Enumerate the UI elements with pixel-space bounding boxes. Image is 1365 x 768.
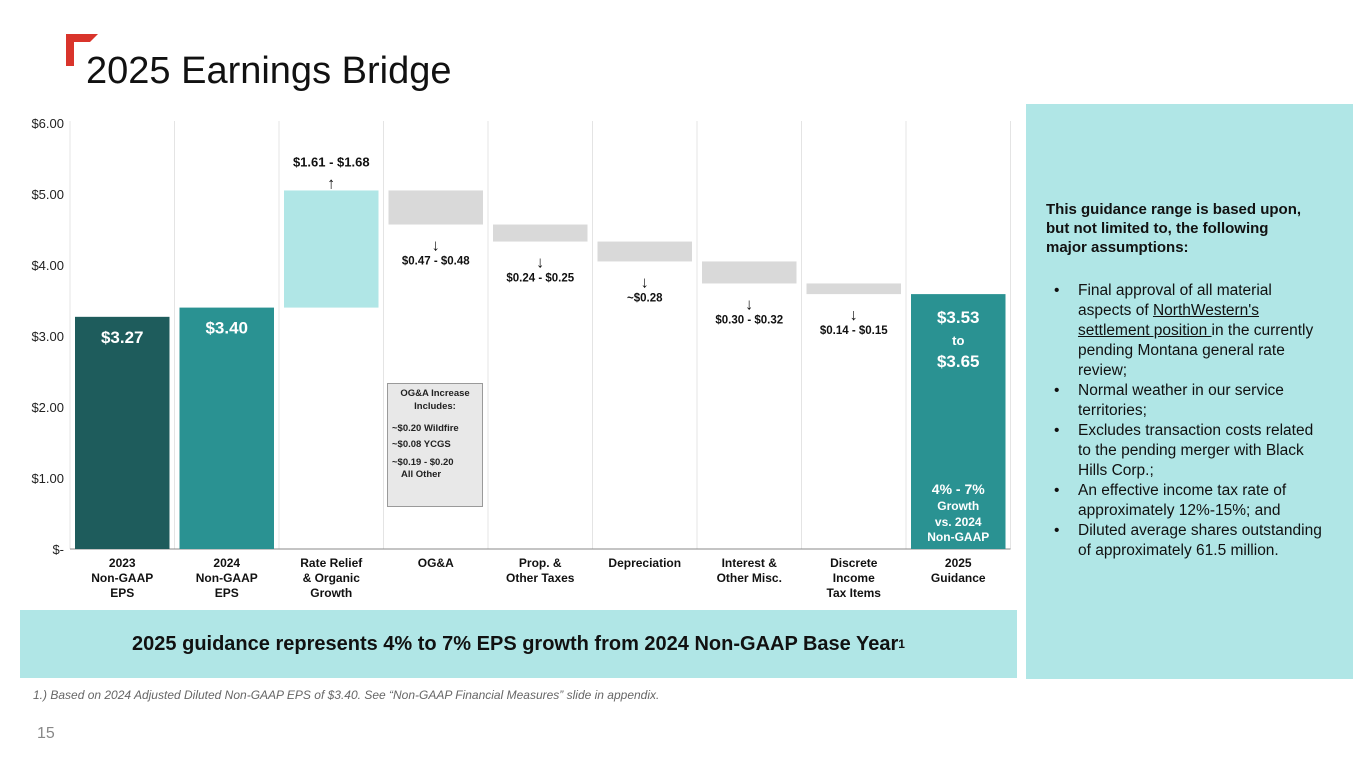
assumption-text: An effective income tax rate of approxim… [1078,482,1287,519]
x-category-label: Other Misc. [717,571,782,585]
x-category-label: Guidance [931,571,986,585]
assumptions-intro: This guidance range is based upon, but n… [1046,201,1302,256]
oga-box-header: OG&A Increase Includes: [388,384,482,413]
y-tick-label: $3.00 [31,329,64,344]
x-category-label: Interest & [722,556,778,570]
x-category-label: EPS [215,586,239,600]
bullet-icon: • [1054,522,1060,539]
footnote-marker: 1 [898,637,905,651]
assumptions-list: • Final approval of all material aspects… [1046,281,1326,561]
down-arrow-icon: ↓ [432,238,440,255]
y-tick-label: $5.00 [31,187,64,202]
assumption-item: • Excludes transaction costs related to … [1046,421,1326,481]
range-label: $1.61 - $1.68 [293,154,370,169]
assumptions-panel: This guidance range is based upon, but n… [1026,104,1353,679]
x-category-label: Tax Items [827,586,882,600]
x-category-label: Other Taxes [506,571,575,585]
up-arrow-icon: ↑ [327,175,335,192]
x-category-label: 2025 [945,556,972,570]
bar-value-label: $3.40 [205,319,248,338]
y-tick-label: $- [52,542,64,557]
bar [179,307,274,549]
bar-value-label: to [952,333,964,348]
x-category-label: Non-GAAP [91,571,153,585]
assumption-text: Final approval of all material aspects o… [1078,282,1272,319]
x-category-label: Non-GAAP [196,571,258,585]
assumption-text-cont: in the currently pending Montana general… [1078,322,1314,379]
settlement-position-link[interactable]: NorthWestern's settlement position [1078,302,1260,339]
assumption-item: • Normal weather in our service territor… [1046,381,1326,421]
bar [597,241,692,262]
oga-box-item: All Other [401,469,442,480]
x-category-label: OG&A [418,556,454,570]
assumption-item: • Diluted average shares outstanding of … [1046,521,1326,561]
oga-box-header-line1: OG&A Increase [400,388,470,399]
bullet-icon: • [1054,382,1060,399]
down-arrow-icon: ↓ [850,307,858,324]
range-label: $0.30 - $0.32 [715,314,783,326]
y-tick-label: $6.00 [31,116,64,131]
assumption-text: Excludes transaction costs related to th… [1078,422,1314,479]
assumption-text: Diluted average shares outstanding of ap… [1078,522,1322,559]
earnings-bridge-chart: $-$1.00$2.00$3.00$4.00$5.00$6.002023Non-… [31,116,1011,600]
oga-detail-box: OG&A Increase Includes: ~$0.20 Wildfire … [387,383,483,507]
logo-mark-icon [66,34,98,66]
bar [75,316,170,549]
bar [702,261,797,284]
x-category-label: 2023 [109,556,136,570]
oga-box-item: ~$0.19 - $0.20 [392,457,454,468]
bar [911,294,1006,549]
y-tick-label: $4.00 [31,258,64,273]
range-label: $0.24 - $0.25 [506,273,574,285]
range-label: $0.14 - $0.15 [820,325,888,337]
x-category-label: Income [833,571,875,585]
bar [806,283,901,295]
oga-box-header-line2: Includes: [414,401,456,412]
bar [284,190,379,308]
x-category-label: & Organic [303,571,361,585]
down-arrow-icon: ↓ [641,274,649,291]
assumption-item: • An effective income tax rate of approx… [1046,481,1326,521]
assumption-item: • Final approval of all material aspects… [1046,281,1326,381]
growth-label: Growth [937,499,979,513]
range-label: $0.47 - $0.48 [402,256,470,268]
assumption-text: Normal weather in our service territorie… [1078,382,1284,419]
bullet-icon: • [1054,422,1060,439]
range-label: ~$0.28 [627,292,663,304]
x-category-label: Rate Relief [300,556,363,570]
bar [388,190,483,225]
x-category-label: 2024 [213,556,240,570]
growth-label: 4% - 7% [932,481,985,497]
x-category-label: Depreciation [608,556,681,570]
page-number: 15 [37,725,55,742]
bar-value-label: $3.65 [937,352,980,371]
y-tick-label: $1.00 [31,471,64,486]
bar-value-label: $3.27 [101,328,144,347]
x-category-label: Discrete [830,556,878,570]
x-category-label: Growth [310,586,352,600]
growth-label: vs. 2024 [935,515,982,529]
bullet-icon: • [1054,482,1060,499]
bullet-icon: • [1054,282,1060,299]
x-category-label: EPS [110,586,134,600]
footnote: 1.) Based on 2024 Adjusted Diluted Non-G… [33,688,660,702]
bar [493,224,588,242]
down-arrow-icon: ↓ [536,255,544,272]
guidance-banner: 2025 guidance represents 4% to 7% EPS gr… [20,610,1017,678]
growth-label: Non-GAAP [927,530,989,544]
oga-box-item: ~$0.08 YCGS [392,439,451,450]
guidance-banner-text: 2025 guidance represents 4% to 7% EPS gr… [132,632,899,655]
y-tick-label: $2.00 [31,400,64,415]
bar-value-label: $3.53 [937,308,980,327]
page-title: 2025 Earnings Bridge [86,50,452,92]
oga-box-item: ~$0.20 Wildfire [392,423,459,434]
down-arrow-icon: ↓ [745,296,753,313]
x-category-label: Prop. & [519,556,562,570]
